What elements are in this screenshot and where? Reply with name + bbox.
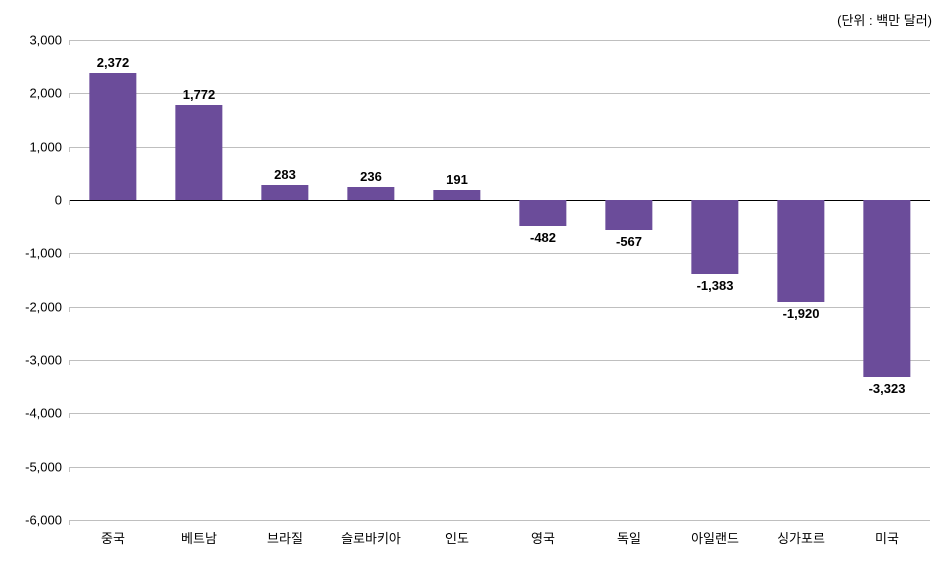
x-tick-label: 인도	[445, 528, 469, 547]
y-tick-label: -6,000	[25, 513, 62, 528]
bar-value-label: 2,372	[97, 55, 130, 70]
y-tick-label: 2,000	[29, 86, 62, 101]
bar-slot: 2,372중국	[70, 40, 156, 520]
bar-slot: -1,920싱가포르	[758, 40, 844, 520]
bar-value-label: 236	[360, 169, 382, 184]
bar	[863, 200, 910, 377]
x-tick-label: 베트남	[181, 528, 217, 547]
bar-slot: 1,772베트남	[156, 40, 242, 520]
x-tick-label: 중국	[101, 528, 125, 547]
bar-value-label: -1,920	[783, 306, 820, 321]
x-tick-label: 싱가포르	[777, 528, 825, 547]
bar-value-label: -567	[616, 234, 642, 249]
bar	[433, 190, 480, 200]
x-tick-label: 아일랜드	[691, 528, 739, 547]
y-tick-label: -4,000	[25, 406, 62, 421]
bar-slot: -482영국	[500, 40, 586, 520]
y-tick-label: -2,000	[25, 299, 62, 314]
bar-value-label: -1,383	[697, 278, 734, 293]
y-tick-label: 1,000	[29, 139, 62, 154]
gridline	[70, 520, 930, 521]
x-tick-label: 미국	[875, 528, 899, 547]
x-tick-label: 브라질	[267, 528, 303, 547]
bar-slot: -567독일	[586, 40, 672, 520]
bar	[605, 200, 652, 230]
bar-chart: 3,0002,0001,0000-1,000-2,000-3,000-4,000…	[70, 40, 930, 520]
x-tick-label: 슬로바키아	[341, 528, 401, 547]
bar	[691, 200, 738, 274]
bar-slot: 283브라질	[242, 40, 328, 520]
y-tick-label: 0	[55, 192, 62, 207]
y-tick-label: -1,000	[25, 246, 62, 261]
y-tick-label: -5,000	[25, 459, 62, 474]
y-tick-label: 3,000	[29, 33, 62, 48]
bar	[519, 200, 566, 226]
bar-slot: 236슬로바키아	[328, 40, 414, 520]
y-tick-label: -3,000	[25, 352, 62, 367]
bar-value-label: 191	[446, 172, 468, 187]
x-tick-label: 영국	[531, 528, 555, 547]
bar	[347, 187, 394, 200]
bar-slot: -1,383아일랜드	[672, 40, 758, 520]
bar	[261, 185, 308, 200]
bar-value-label: 283	[274, 167, 296, 182]
bar-slot: -3,323미국	[844, 40, 930, 520]
unit-label: (단위 : 백만 달러)	[837, 10, 932, 29]
bar-value-label: 1,772	[183, 87, 216, 102]
y-tick-mark	[69, 520, 70, 525]
bar	[175, 105, 222, 200]
bar-slot: 191인도	[414, 40, 500, 520]
x-tick-label: 독일	[617, 528, 641, 547]
bar	[89, 73, 136, 200]
bar	[777, 200, 824, 302]
bar-value-label: -3,323	[869, 381, 906, 396]
bar-value-label: -482	[530, 230, 556, 245]
